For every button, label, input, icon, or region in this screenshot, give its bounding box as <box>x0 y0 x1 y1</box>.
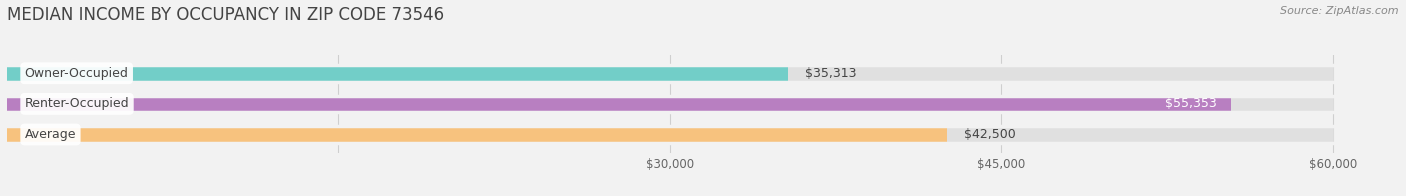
Bar <box>7 127 946 142</box>
Bar <box>7 96 1230 112</box>
Text: Renter-Occupied: Renter-Occupied <box>25 97 129 110</box>
Text: $35,313: $35,313 <box>804 67 856 80</box>
Text: MEDIAN INCOME BY OCCUPANCY IN ZIP CODE 73546: MEDIAN INCOME BY OCCUPANCY IN ZIP CODE 7… <box>7 6 444 24</box>
Text: $55,353: $55,353 <box>1166 97 1216 110</box>
Bar <box>7 96 1333 112</box>
Text: $42,500: $42,500 <box>963 128 1015 141</box>
Text: Source: ZipAtlas.com: Source: ZipAtlas.com <box>1281 6 1399 16</box>
Text: Owner-Occupied: Owner-Occupied <box>25 67 128 80</box>
Bar <box>7 127 1333 142</box>
Text: Average: Average <box>25 128 76 141</box>
Bar <box>7 65 787 81</box>
Bar <box>7 65 1333 81</box>
